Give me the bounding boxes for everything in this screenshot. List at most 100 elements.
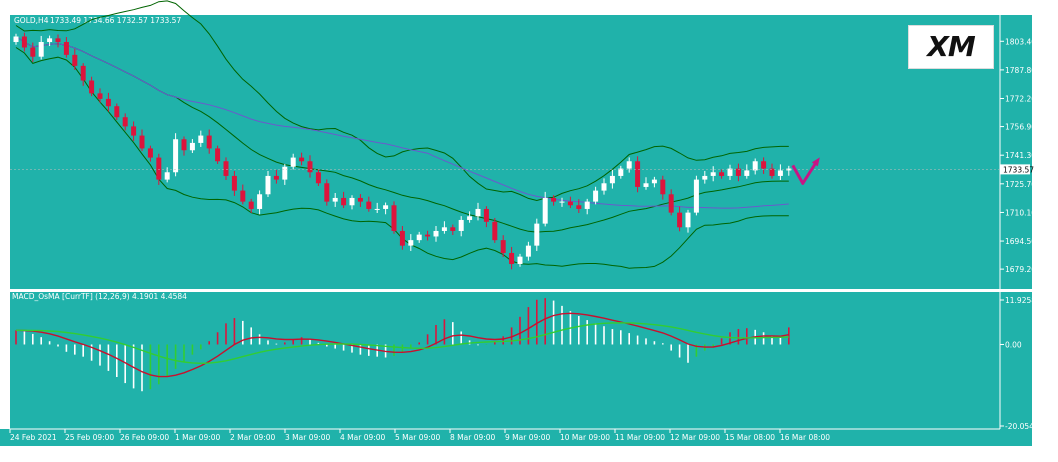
macd-tick-label: 0.00	[1005, 340, 1022, 349]
candle-bear	[307, 161, 313, 173]
candle-bear	[677, 212, 683, 228]
candle-bull	[458, 219, 464, 231]
current-price-marker: 1733.57	[10, 164, 1034, 175]
candle-bull	[534, 223, 540, 246]
candle-bull	[198, 135, 204, 143]
time-tick-label: 1 Mar 09:00	[175, 433, 221, 442]
candle-bear	[366, 201, 372, 209]
candle-bear	[425, 234, 431, 237]
time-tick-label: 11 Mar 09:00	[615, 433, 665, 442]
candle-bear	[719, 172, 725, 176]
candle-bear	[324, 183, 330, 202]
candle-bear	[391, 205, 397, 231]
candle-bear	[80, 65, 86, 81]
candle-bear	[315, 172, 321, 184]
macd-tick-label: 11.9258	[1005, 296, 1036, 305]
time-axis-ticks: 24 Feb 2021 25 Feb 09:00 26 Feb 09:00 1 Mar…	[9, 429, 830, 442]
price-tick-label: 1710.10	[1005, 208, 1036, 217]
time-tick-label: 4 Mar 09:00	[340, 433, 386, 442]
candle-bear	[492, 221, 498, 241]
candle-bear	[97, 93, 103, 99]
candle-bull	[441, 227, 447, 231]
candle-bull	[257, 194, 263, 209]
time-tick-label: 24 Feb 2021	[10, 433, 57, 442]
current-price-box	[1000, 164, 1030, 175]
candle-bull	[651, 179, 657, 184]
candle-bear	[273, 175, 279, 180]
time-tick-label: 15 Mar 08:00	[725, 433, 775, 442]
symbol-label: GOLD,H4	[14, 16, 49, 25]
candle-bull	[777, 170, 783, 176]
time-tick-label: 9 Mar 09:00	[505, 433, 551, 442]
candle-bear	[660, 179, 666, 195]
candle-bear	[147, 148, 153, 158]
candle-bear	[668, 194, 674, 213]
candle-bear	[72, 54, 78, 66]
candle-bull	[517, 256, 523, 264]
candle-bear	[63, 42, 69, 55]
candle-bear	[122, 117, 128, 127]
candle-bear	[450, 227, 456, 231]
candle-bull	[643, 183, 649, 187]
candle-bear	[299, 157, 305, 162]
candle-bull	[332, 197, 338, 202]
candle-bear	[357, 197, 363, 202]
price-tick-label: 1694.50	[1005, 237, 1036, 246]
candle-bear	[509, 252, 515, 264]
candle-bull	[164, 172, 170, 180]
bollinger-upper	[15, 0, 789, 202]
time-tick-label: 26 Feb 09:00	[120, 433, 169, 442]
price-tick-label: 1741.30	[1005, 151, 1036, 160]
time-tick-label: 12 Mar 09:00	[670, 433, 720, 442]
price-tick-label: 1803.40	[1005, 37, 1036, 46]
candle-bear	[181, 139, 187, 151]
candle-bull	[702, 175, 708, 180]
candle-bull	[786, 168, 792, 171]
candle-bull	[374, 208, 380, 210]
candle-bull	[173, 139, 179, 173]
candle-bull	[752, 161, 758, 171]
time-tick-label: 5 Mar 09:00	[395, 433, 441, 442]
candle-bear	[761, 161, 767, 169]
candle-bull	[744, 170, 750, 176]
candle-bear	[240, 190, 246, 202]
candle-bull	[467, 216, 473, 220]
candle-bull	[609, 175, 615, 184]
signal-line	[16, 322, 789, 365]
candle-bull	[685, 212, 691, 228]
candle-bear	[206, 135, 212, 149]
candle-bull	[727, 168, 733, 176]
price-axis-ticks: 1803.40 1787.80 1772.20 1756.90 1741.30 1725.…	[1000, 37, 1036, 274]
candle-bear	[131, 126, 137, 136]
candle-bull	[290, 157, 296, 167]
price-tick-label: 1679.20	[1005, 265, 1036, 274]
candle-bear	[105, 98, 111, 107]
moving-average-line	[15, 36, 789, 209]
candle-bull	[383, 205, 389, 209]
price-axis-panel	[1000, 15, 1032, 289]
candle-bear	[635, 161, 641, 187]
time-tick-label: 3 Mar 09:00	[285, 433, 331, 442]
candle-bear	[89, 80, 95, 94]
macd-axis-ticks: 11.9258 0.00 -20.0543	[1000, 296, 1039, 431]
price-tick-label: 1787.80	[1005, 66, 1036, 75]
macd-tick-label: -20.0543	[1005, 422, 1039, 431]
candle-bull	[601, 183, 607, 191]
candle-bull	[13, 36, 19, 43]
time-tick-label: 25 Feb 09:00	[65, 433, 114, 442]
candle-bull	[433, 230, 439, 237]
candle-bull	[618, 168, 624, 176]
price-tick-label: 1772.20	[1005, 95, 1036, 104]
candle-bear	[341, 197, 347, 206]
candle-bear	[156, 157, 162, 180]
candle-bull	[349, 197, 355, 206]
ohlc-label: 1733.49 1734.66 1732.57 1733.57	[50, 16, 181, 25]
candle-bull	[38, 42, 44, 57]
candle-bear	[483, 208, 489, 222]
candle-bear	[55, 38, 61, 43]
time-tick-label: 2 Mar 09:00	[230, 433, 276, 442]
candle-bull	[626, 161, 632, 169]
indicator-label: MACD_OsMA [CurrTF] (12,26,9) 4.1901 4.45…	[12, 292, 187, 301]
price-tick-label: 1756.90	[1005, 123, 1036, 132]
candle-bull	[408, 240, 414, 246]
